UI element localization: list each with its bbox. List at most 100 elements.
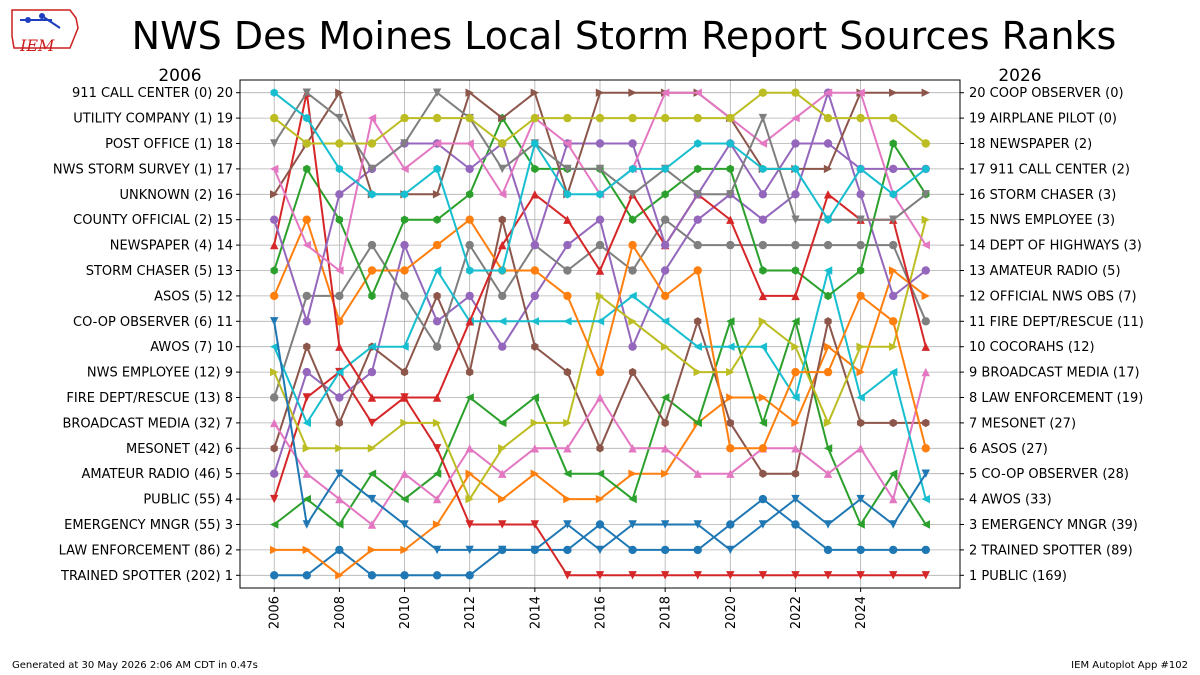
data-point bbox=[758, 190, 768, 199]
data-point bbox=[921, 520, 930, 529]
data-point bbox=[595, 164, 605, 174]
data-point bbox=[660, 88, 670, 97]
data-point bbox=[660, 342, 670, 351]
data-point bbox=[303, 342, 311, 351]
data-point bbox=[628, 317, 637, 326]
data-point bbox=[335, 164, 343, 174]
data-point bbox=[921, 317, 930, 326]
data-point bbox=[824, 215, 832, 224]
iem-logo bbox=[8, 6, 83, 58]
data-point bbox=[367, 520, 377, 529]
data-point bbox=[335, 367, 344, 377]
data-point bbox=[856, 88, 865, 97]
data-point bbox=[823, 113, 833, 123]
data-point bbox=[465, 139, 474, 148]
data-point bbox=[889, 571, 898, 580]
data-point bbox=[530, 190, 540, 199]
data-point bbox=[270, 342, 279, 351]
data-point bbox=[465, 291, 474, 301]
data-point bbox=[400, 240, 409, 250]
data-point bbox=[660, 393, 670, 402]
data-point bbox=[270, 215, 279, 224]
data-point bbox=[368, 190, 376, 199]
data-point bbox=[400, 367, 409, 377]
data-point bbox=[270, 266, 278, 275]
data-point bbox=[660, 113, 670, 123]
data-point bbox=[628, 266, 637, 275]
y-tick-labels: TRAINED SPOTTER (202) 1 LAW ENFORCEMENT (… bbox=[53, 86, 1144, 584]
data-point bbox=[758, 88, 768, 97]
data-point bbox=[302, 494, 311, 504]
data-point bbox=[400, 266, 409, 275]
data-point bbox=[889, 469, 898, 478]
data-point bbox=[270, 164, 279, 174]
data-point bbox=[628, 469, 637, 478]
x-tick-label: 2014 bbox=[528, 596, 543, 629]
data-point bbox=[823, 469, 833, 478]
data-point bbox=[856, 190, 865, 199]
data-point bbox=[400, 393, 409, 402]
data-point bbox=[726, 317, 735, 326]
data-point bbox=[823, 164, 833, 174]
series-3 bbox=[270, 317, 930, 529]
data-point bbox=[921, 342, 930, 351]
data-point bbox=[628, 113, 637, 123]
data-point bbox=[595, 139, 605, 148]
plot-area bbox=[270, 88, 930, 580]
data-point bbox=[628, 545, 637, 555]
data-point bbox=[335, 190, 344, 199]
data-point bbox=[628, 190, 637, 199]
data-point bbox=[498, 215, 506, 224]
data-point bbox=[432, 113, 442, 123]
right-rank-label: 18 NEWSPAPER (2) bbox=[969, 137, 1092, 152]
data-point bbox=[693, 266, 702, 275]
data-point bbox=[726, 342, 735, 351]
data-point bbox=[432, 494, 442, 504]
data-point bbox=[302, 393, 311, 402]
data-point bbox=[726, 545, 735, 555]
data-point bbox=[400, 190, 409, 199]
data-point bbox=[595, 266, 605, 275]
x-tick-label: 2008 bbox=[333, 596, 348, 629]
data-point bbox=[498, 545, 507, 555]
right-rank-label: 10 COCORAHS (12) bbox=[969, 340, 1095, 355]
data-point bbox=[922, 418, 930, 428]
data-point bbox=[595, 317, 605, 326]
data-point bbox=[660, 520, 670, 529]
series-19 bbox=[270, 88, 930, 148]
data-point bbox=[726, 215, 735, 224]
data-point bbox=[889, 190, 897, 199]
data-point bbox=[563, 190, 572, 199]
left-rank-label: UNKNOWN (2) 16 bbox=[119, 188, 233, 203]
data-point bbox=[303, 113, 311, 123]
data-point bbox=[758, 393, 768, 402]
right-rank-label: 13 AMATEUR RADIO (5) bbox=[969, 264, 1121, 279]
data-point bbox=[660, 215, 670, 224]
data-point bbox=[465, 494, 474, 504]
data-point bbox=[270, 367, 279, 377]
data-point bbox=[563, 164, 572, 174]
data-point bbox=[791, 88, 800, 97]
data-point bbox=[921, 240, 930, 250]
data-point bbox=[563, 113, 572, 123]
data-point bbox=[791, 469, 800, 478]
data-point bbox=[823, 418, 833, 428]
data-point bbox=[660, 444, 670, 453]
data-point bbox=[661, 418, 669, 428]
data-point bbox=[302, 418, 311, 428]
data-point bbox=[889, 342, 898, 351]
data-point bbox=[400, 571, 409, 580]
data-point bbox=[823, 520, 833, 529]
data-point bbox=[759, 266, 767, 275]
data-point bbox=[563, 139, 572, 148]
data-point bbox=[758, 215, 768, 224]
right-rank-label: 6 ASOS (27) bbox=[969, 442, 1048, 457]
right-rank-label: 16 STORM CHASER (3) bbox=[969, 188, 1116, 203]
iowa-map-icon bbox=[11, 9, 79, 49]
data-point bbox=[432, 190, 442, 199]
data-point bbox=[628, 139, 637, 148]
data-point bbox=[726, 393, 735, 402]
data-point bbox=[758, 418, 768, 428]
data-point bbox=[367, 342, 377, 351]
data-point bbox=[400, 520, 409, 529]
